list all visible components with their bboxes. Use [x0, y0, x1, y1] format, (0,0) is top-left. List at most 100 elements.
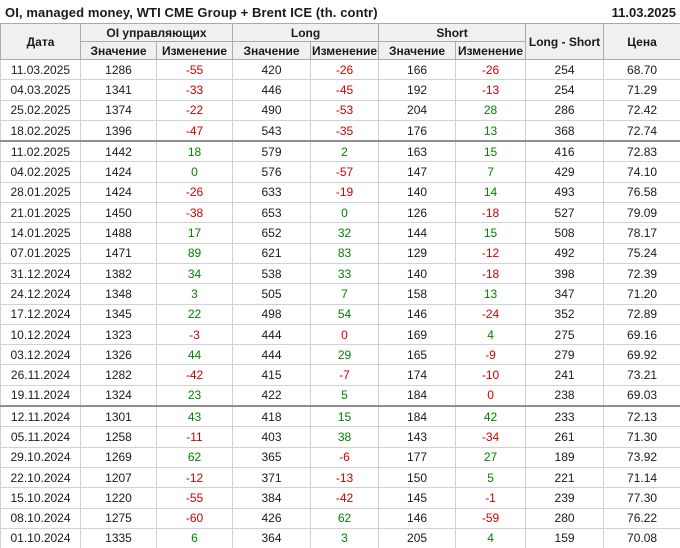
table-row: 04.02.2025 1424 0 576 -57 147 7 429 74.10 — [0, 161, 680, 183]
cell-long-change: 0 — [310, 202, 380, 224]
col-header-long-group: Long — [232, 23, 380, 42]
cell-long-short: 239 — [525, 487, 605, 509]
cell-long-change: 54 — [310, 303, 380, 325]
cell-long-short: 286 — [525, 99, 605, 121]
cell-date: 17.12.2024 — [0, 303, 81, 325]
cell-short-value: 204 — [378, 99, 457, 121]
cell-long-short: 493 — [525, 181, 605, 204]
cell-long-change: 7 — [310, 283, 380, 305]
cell-oi-change: -60 — [155, 507, 234, 529]
cell-oi-value: 1442 — [80, 140, 157, 163]
cell-price: 69.92 — [603, 344, 680, 366]
cell-oi-change: 44 — [155, 344, 234, 366]
cell-oi-change: 22 — [155, 303, 234, 325]
cell-price: 73.21 — [603, 364, 680, 386]
cell-date: 01.10.2024 — [0, 527, 81, 548]
cell-short-value: 147 — [378, 161, 457, 183]
cell-date: 12.11.2024 — [0, 405, 81, 428]
cell-short-change: -59 — [455, 507, 527, 529]
cell-oi-change: 89 — [155, 242, 234, 264]
cell-short-value: 126 — [378, 202, 457, 224]
cell-price: 76.22 — [603, 507, 680, 529]
cell-short-change: -13 — [455, 79, 527, 101]
cell-long-value: 505 — [232, 283, 312, 305]
cell-long-value: 422 — [232, 384, 312, 408]
cell-long-change: 3 — [310, 527, 380, 548]
cell-short-value: 192 — [378, 79, 457, 101]
table-row: 08.10.2024 1275 -60 426 62 146 -59 280 76.22 — [0, 507, 680, 529]
cell-short-change: -34 — [455, 426, 527, 448]
cell-oi-change: 23 — [155, 384, 234, 408]
cell-short-change: 13 — [455, 119, 527, 143]
cell-long-change: -57 — [310, 161, 380, 183]
cell-short-value: 140 — [378, 262, 457, 285]
table-row: 11.03.2025 1286 -55 420 -26 166 -26 254 68.70 — [0, 58, 680, 81]
col-header-long-change: Изменение — [310, 41, 380, 60]
cell-short-value: 144 — [378, 222, 457, 244]
table-body: 11.03.2025 1286 -55 420 -26 166 -26 254 68.70 04.… — [0, 58, 680, 548]
col-header-oi-value: Значение — [80, 41, 157, 60]
col-header-price: Цена — [603, 23, 680, 60]
cell-short-change: 42 — [455, 405, 527, 428]
cell-short-value: 184 — [378, 384, 457, 408]
cell-oi-change: -11 — [155, 426, 234, 448]
cell-short-change: -18 — [455, 202, 527, 224]
cell-date: 22.10.2024 — [0, 466, 81, 489]
cell-short-change: 15 — [455, 222, 527, 244]
cell-long-value: 444 — [232, 323, 312, 346]
cell-long-short: 398 — [525, 262, 605, 285]
table-row: 31.12.2024 1382 34 538 33 140 -18 398 72.39 — [0, 262, 680, 285]
cell-oi-change: -33 — [155, 79, 234, 101]
cell-short-value: 176 — [378, 119, 457, 143]
cell-long-value: 365 — [232, 446, 312, 468]
cell-oi-change: 3 — [155, 283, 234, 305]
cell-short-change: 4 — [455, 527, 527, 548]
cell-short-change: 7 — [455, 161, 527, 183]
cell-long-short: 233 — [525, 405, 605, 428]
cell-long-value: 364 — [232, 527, 312, 548]
table-row: 07.01.2025 1471 89 621 83 129 -12 492 75.24 — [0, 242, 680, 264]
table-row: 03.12.2024 1326 44 444 29 165 -9 279 69.92 — [0, 344, 680, 366]
cell-price: 79.09 — [603, 202, 680, 224]
cell-long-short: 352 — [525, 303, 605, 325]
cell-price: 75.24 — [603, 242, 680, 264]
cell-oi-value: 1286 — [80, 58, 157, 81]
cell-price: 69.16 — [603, 323, 680, 346]
cell-long-short: 347 — [525, 283, 605, 305]
cell-short-value: 146 — [378, 507, 457, 529]
cell-price: 73.92 — [603, 446, 680, 468]
cell-long-value: 652 — [232, 222, 312, 244]
table-row: 19.11.2024 1324 23 422 5 184 0 238 69.03 — [0, 384, 680, 408]
cell-short-value: 140 — [378, 181, 457, 204]
cell-short-change: 4 — [455, 323, 527, 346]
cell-price: 76.58 — [603, 181, 680, 204]
table-row: 15.10.2024 1220 -55 384 -42 145 -1 239 77.30 — [0, 487, 680, 509]
header-sub-row: Значение Изменение Значение Изменение Зн… — [1, 41, 680, 60]
cell-oi-change: -42 — [155, 364, 234, 386]
cell-short-change: 13 — [455, 283, 527, 305]
cell-long-value: 543 — [232, 119, 312, 143]
cell-short-value: 163 — [378, 140, 457, 163]
cell-long-change: -7 — [310, 364, 380, 386]
table-row: 01.10.2024 1335 6 364 3 205 4 159 70.08 — [0, 527, 680, 548]
table-row: 21.01.2025 1450 -38 653 0 126 -18 527 79.09 — [0, 202, 680, 224]
cell-oi-value: 1335 — [80, 527, 157, 548]
cell-date: 11.02.2025 — [0, 140, 81, 163]
cell-date: 04.03.2025 — [0, 79, 81, 101]
col-header-short-group: Short — [378, 23, 527, 42]
cell-short-value: 150 — [378, 466, 457, 489]
col-header-short-change: Изменение — [455, 41, 527, 60]
cell-long-value: 415 — [232, 364, 312, 386]
cell-oi-value: 1324 — [80, 384, 157, 408]
table-row: 26.11.2024 1282 -42 415 -7 174 -10 241 73.21 — [0, 364, 680, 386]
cell-long-short: 492 — [525, 242, 605, 264]
cell-short-change: 15 — [455, 140, 527, 163]
col-header-short-value: Значение — [378, 41, 457, 60]
cell-date: 15.10.2024 — [0, 487, 81, 509]
cell-oi-value: 1396 — [80, 119, 157, 143]
cell-price: 71.30 — [603, 426, 680, 448]
cell-long-value: 576 — [232, 161, 312, 183]
table-row: 29.10.2024 1269 62 365 -6 177 27 189 73.92 — [0, 446, 680, 468]
cell-oi-change: -38 — [155, 202, 234, 224]
